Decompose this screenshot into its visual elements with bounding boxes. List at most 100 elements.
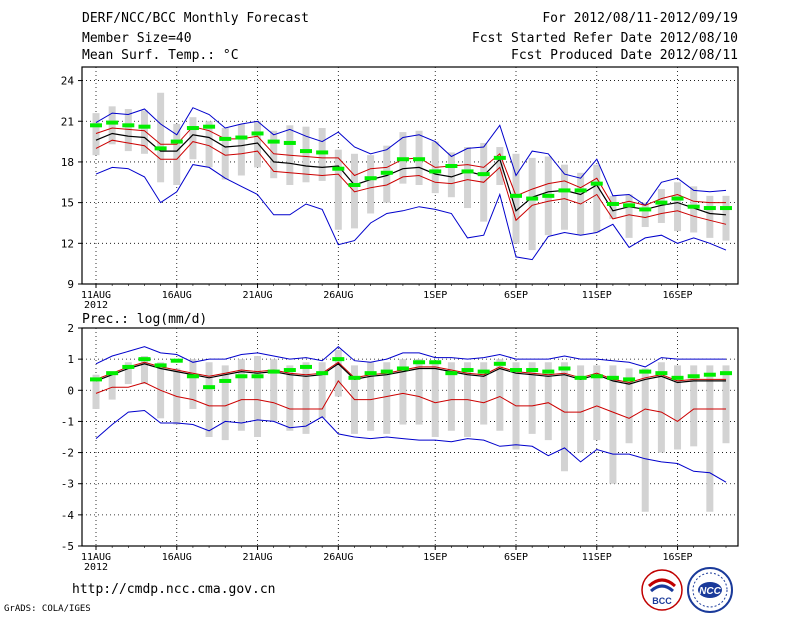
temperature-panel-observed-marker bbox=[251, 131, 264, 136]
temperature-panel-observed-marker bbox=[170, 139, 183, 144]
temperature-panel-member-range-bar bbox=[334, 149, 342, 230]
precipitation-panel-observed-marker bbox=[429, 360, 442, 365]
temperature-panel-member-range-bar bbox=[367, 155, 375, 214]
temperature-panel-xtick-sublabel: 2012 bbox=[84, 300, 108, 311]
temperature-panel-observed-marker bbox=[267, 139, 280, 144]
precipitation-panel-ytick-label: 0 bbox=[67, 384, 74, 397]
temperature-panel-member-range-bar bbox=[447, 152, 455, 198]
precipitation-panel-observed-marker bbox=[606, 375, 619, 380]
precipitation-panel-observed-marker bbox=[332, 357, 345, 362]
precipitation-panel-observed-marker bbox=[396, 366, 409, 371]
precipitation-panel-observed-marker bbox=[510, 368, 522, 373]
temperature-panel-member-range-bar bbox=[254, 121, 262, 168]
precipitation-panel-xtick-label: 1SEP bbox=[423, 552, 447, 563]
temperature-panel-observed-marker bbox=[574, 188, 587, 193]
temperature-panel-xtick-label: 21AUG bbox=[242, 290, 272, 301]
precipitation-panel-member-range-bar bbox=[286, 365, 294, 431]
precipitation-panel-observed-marker bbox=[720, 371, 732, 376]
temperature-panel-xtick-label: 16SEP bbox=[662, 290, 692, 301]
precipitation-panel-ytick-label: -1 bbox=[61, 415, 74, 428]
precipitation-panel-ytick-label: -2 bbox=[61, 447, 74, 460]
temperature-panel-member-range-bar bbox=[221, 128, 229, 180]
temperature-panel-member-range-bar bbox=[318, 128, 326, 181]
precipitation-panel-xtick-label: 26AUG bbox=[323, 552, 353, 563]
precipitation-panel-member-range-bar bbox=[383, 362, 391, 434]
temperature-panel-observed-marker bbox=[606, 201, 619, 206]
temperature-panel-ytick-label: 9 bbox=[67, 278, 74, 291]
precipitation-panel-xtick-label: 11SEP bbox=[582, 552, 612, 563]
temperature-panel-member-range-bar bbox=[560, 164, 568, 230]
precipitation-panel-member-range-bar bbox=[140, 356, 148, 385]
temperature-panel-ytick-label: 12 bbox=[61, 237, 74, 250]
precipitation-panel-observed-marker bbox=[154, 363, 167, 368]
temperature-panel-xtick-label: 11AUG bbox=[81, 290, 111, 301]
precipitation-panel-ytick-label: -3 bbox=[61, 478, 74, 491]
temperature-panel-xtick-label: 1SEP bbox=[423, 290, 447, 301]
ncc-logo-text: NCC bbox=[699, 586, 721, 597]
precipitation-panel-observed-marker bbox=[542, 369, 555, 374]
precipitation-panel-member-range-bar bbox=[399, 359, 407, 425]
temperature-panel-observed-marker bbox=[542, 193, 555, 198]
precipitation-panel-member-range-bar bbox=[302, 362, 310, 434]
ncc-logo: NCC bbox=[687, 567, 733, 613]
chart-title: DERF/NCC/BCC Monthly Forecast bbox=[82, 11, 309, 26]
precipitation-panel-observed-marker bbox=[639, 369, 652, 374]
temperature-panel-observed-marker bbox=[687, 204, 700, 209]
temperature-panel-member-range-bar bbox=[657, 189, 665, 223]
temperature-panel-member-range-bar bbox=[205, 121, 213, 168]
precipitation-panel-xtick-label: 16SEP bbox=[662, 552, 692, 563]
precipitation-panel-observed-marker bbox=[671, 375, 684, 380]
temperature-panel-member-range-bar bbox=[609, 195, 617, 219]
precipitation-panel-member-range-bar bbox=[334, 349, 342, 397]
temperature-panel-xtick-label: 11SEP bbox=[582, 290, 612, 301]
temperature-panel-member-range-bar bbox=[706, 195, 714, 238]
precipitation-panel-member-range-bar bbox=[108, 371, 116, 400]
temperature-panel-observed-marker bbox=[90, 123, 102, 128]
precipitation-panel-member-range-bar bbox=[674, 365, 682, 450]
precipitation-panel-member-range-bar bbox=[593, 365, 601, 441]
precipitation-panel-xtick-label: 11AUG bbox=[81, 552, 111, 563]
precipitation-panel-observed-marker bbox=[219, 378, 232, 383]
temperature-panel-xtick-label: 26AUG bbox=[323, 290, 353, 301]
temperature-panel-ytick-label: 15 bbox=[61, 197, 74, 210]
grads-credit: GrADS: COLA/IGES bbox=[4, 604, 91, 614]
precipitation-panel-member-range-bar bbox=[641, 368, 649, 512]
precipitation-panel-member-range-bar bbox=[124, 362, 132, 385]
temperature-panel-observed-marker bbox=[106, 120, 119, 125]
temperature-panel-member-range-bar bbox=[722, 195, 730, 241]
precipitation-panel-member-range-bar bbox=[431, 362, 439, 437]
bcc-logo: BCC bbox=[641, 569, 683, 611]
precipitation-panel-xtick-sublabel: 2012 bbox=[84, 562, 108, 573]
precipitation-panel-observed-marker bbox=[251, 374, 264, 379]
precipitation-panel-observed-marker bbox=[122, 364, 135, 369]
precipitation-panel-observed-marker bbox=[655, 371, 668, 376]
temperature-panel-ytick-label: 21 bbox=[61, 115, 74, 128]
precipitation-panel-member-range-bar bbox=[237, 359, 245, 431]
temperature-panel-observed-marker bbox=[154, 146, 167, 151]
temperature-panel-observed-marker bbox=[429, 169, 442, 174]
temperature-panel-member-range-bar bbox=[108, 106, 116, 145]
temperature-panel-observed-marker bbox=[671, 196, 684, 201]
temperature-panel-observed-marker bbox=[413, 157, 426, 162]
temperature-panel-observed-marker bbox=[720, 206, 732, 211]
precipitation-panel-member-range-bar bbox=[706, 365, 714, 512]
precipitation-panel-observed-marker bbox=[380, 369, 393, 374]
temperature-panel-member-range-bar bbox=[690, 186, 698, 233]
member-size-label: Member Size=40 bbox=[82, 31, 192, 46]
temperature-panel-observed-marker bbox=[203, 124, 216, 129]
precipitation-panel-member-range-bar bbox=[496, 359, 504, 431]
precipitation-panel-observed-marker bbox=[283, 368, 296, 373]
precipitation-panel-envelope-lower-line bbox=[95, 346, 726, 368]
temperature-panel-member-range-bar bbox=[173, 123, 181, 185]
precipitation-panel-ytick-label: 1 bbox=[67, 353, 74, 366]
precipitation-panel-observed-marker bbox=[203, 385, 216, 390]
temperature-panel-xtick-label: 16AUG bbox=[162, 290, 192, 301]
temperature-panel-member-range-bar bbox=[189, 117, 197, 160]
precipitation-panel-observed-marker bbox=[526, 368, 539, 373]
precipitation-panel-member-range-bar bbox=[544, 362, 552, 441]
precipitation-panel-observed-marker bbox=[170, 358, 183, 363]
precipitation-panel-member-range-bar bbox=[722, 365, 730, 444]
precipitation-panel-observed-marker bbox=[186, 374, 199, 379]
temperature-panel-observed-marker bbox=[477, 172, 490, 177]
precipitation-panel-observed-marker bbox=[703, 372, 716, 377]
